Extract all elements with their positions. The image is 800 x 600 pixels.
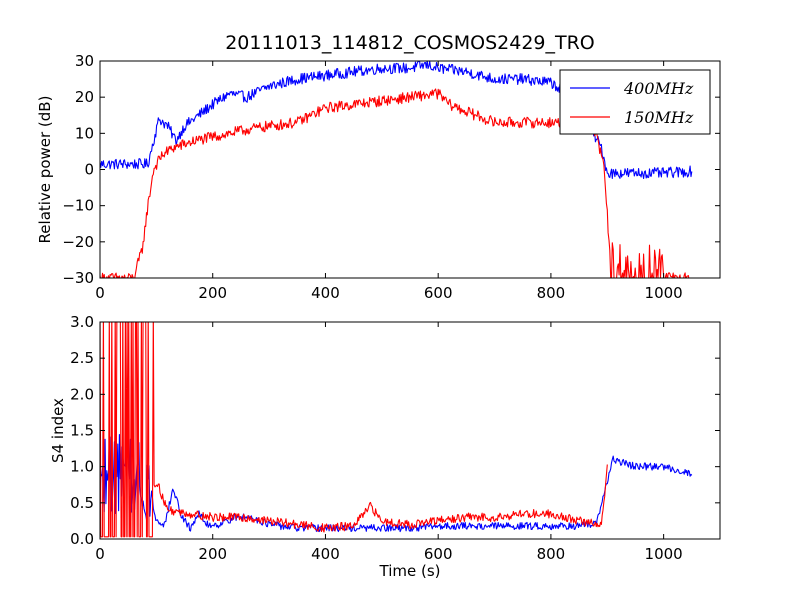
- power-x-tick-label: 200: [198, 284, 227, 302]
- s4-y-tick-label: 2.0: [70, 385, 94, 403]
- s4-y-tick-label: 2.5: [70, 349, 94, 367]
- s4-x-tick-label: 800: [537, 545, 566, 563]
- power-y-tick-label: 30: [75, 52, 94, 70]
- x-axis-label: Time (s): [379, 562, 441, 580]
- s4-x-tick-label: 1000: [645, 545, 683, 563]
- power-x-tick-label: 400: [311, 284, 340, 302]
- power-y-axis-label: Relative power (dB): [36, 96, 54, 244]
- power-y-tick-label: 20: [75, 88, 94, 106]
- power-y-tick-label: −20: [62, 233, 94, 251]
- s4-panel: 0 200 400 600 800 1000 0.0 0.5 1.0 1.5 2.0 2.5 3.0 S…: [49, 313, 721, 580]
- legend-box: [559, 69, 711, 135]
- legend-label-150mhz: 150MHz: [624, 108, 694, 127]
- power-y-tick-label: −10: [62, 197, 94, 215]
- power-x-tick-label: 0: [95, 284, 105, 302]
- s4-y-tick-label: 0.5: [70, 494, 94, 512]
- power-y-tick-label: 0: [84, 161, 94, 179]
- s4-x-tick-label: 400: [311, 545, 340, 563]
- s4-y-tick-label: 1.5: [70, 422, 94, 440]
- s4-x-tick-label: 0: [95, 545, 105, 563]
- s4-y-tick-label: 3.0: [70, 313, 94, 331]
- power-x-tick-label: 600: [424, 284, 453, 302]
- s4-x-tick-label: 200: [198, 545, 227, 563]
- power-x-tick-label: 1000: [645, 284, 683, 302]
- s4-y-tick-label: 0.0: [70, 530, 94, 548]
- s4-x-tick-label: 600: [424, 545, 453, 563]
- power-y-tick-label: 10: [75, 124, 94, 142]
- power-plot-frame: [99, 60, 721, 279]
- power-x-tick-label: 800: [537, 284, 566, 302]
- chart-title: 20111013_114812_COSMOS2429_TRO: [225, 32, 595, 54]
- s4-y-tick-label: 1.0: [70, 458, 94, 476]
- s4-y-axis-label: S4 index: [49, 398, 67, 463]
- power-y-tick-label: −30: [62, 269, 94, 287]
- power-panel: 0 200 400 600 800 1000 −30 −20 −10 0 10 20 30 Relati…: [36, 52, 721, 302]
- s4-plot-frame: [99, 321, 721, 540]
- s4-plot-area: [100, 322, 720, 539]
- s4-series-150mhz: [100, 322, 608, 538]
- legend: 400MHz 150MHz: [559, 69, 711, 135]
- legend-label-400mhz: 400MHz: [623, 79, 694, 98]
